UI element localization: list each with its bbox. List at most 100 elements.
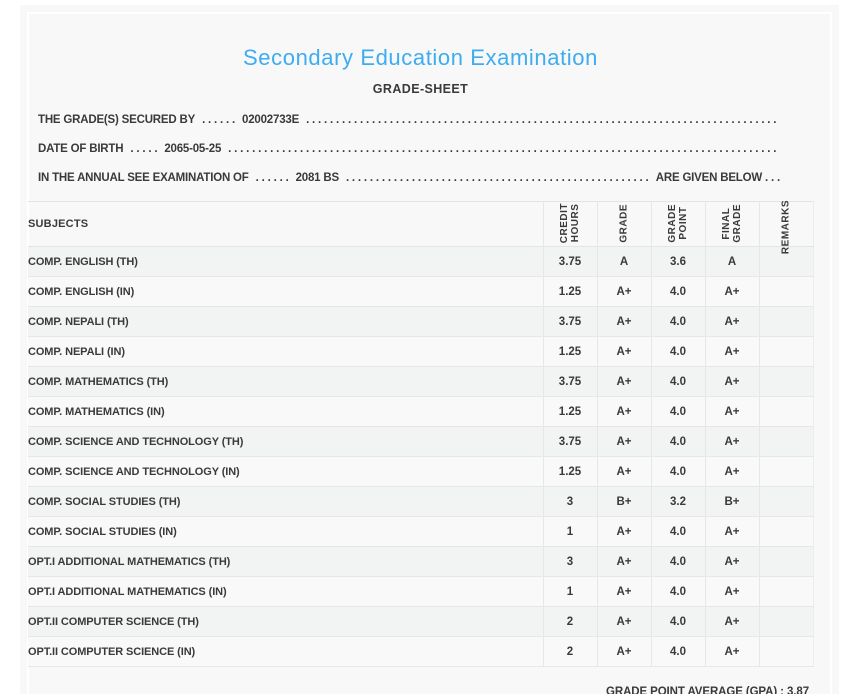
grade-cell: A+	[596, 516, 651, 547]
remarks-cell	[758, 516, 814, 547]
remarks-cell	[758, 546, 814, 577]
grade-point-cell: 4.0	[650, 576, 705, 607]
subject-cell: COMP. SCIENCE AND TECHNOLOGY (TH)	[28, 426, 543, 457]
credit-hours-cell: 3.75	[542, 426, 597, 457]
dots-filler: . . . . . . . . . . . . . . . . . . . . …	[228, 142, 777, 155]
remarks-cell	[758, 336, 814, 367]
table-row: COMP. NEPALI (TH) 3.75 A+ 4.0 A+	[28, 306, 814, 337]
subject-cell: OPT.II COMPUTER SCIENCE (TH)	[28, 606, 543, 637]
dots: . . . . . .	[202, 113, 236, 126]
subject-cell: COMP. ENGLISH (TH)	[28, 246, 543, 277]
final-grade-cell: A	[704, 246, 759, 277]
table-row: COMP. MATHEMATICS (IN) 1.25 A+ 4.0 A+	[28, 396, 814, 427]
remarks-cell	[758, 276, 814, 307]
card-content: Secondary Education Examination GRADE-SH…	[20, 45, 839, 694]
table-row: COMP. SOCIAL STUDIES (IN) 1 A+ 4.0 A+	[28, 516, 814, 547]
grade-point-cell: 3.6	[650, 246, 705, 277]
dots: . . . . .	[130, 142, 158, 155]
gpa-summary: GRADE POINT AVERAGE (GPA) : 3.87	[28, 667, 813, 694]
table-row: OPT.II COMPUTER SCIENCE (TH) 2 A+ 4.0 A+	[28, 606, 814, 637]
credit-hours-cell: 3.75	[542, 306, 597, 337]
grade-point-cell: 4.0	[650, 636, 705, 667]
gpa-text: GRADE POINT AVERAGE (GPA) : 3.87	[606, 686, 809, 694]
final-grade-cell: A+	[704, 606, 759, 637]
remarks-cell	[758, 306, 814, 337]
grade-cell: A+	[596, 456, 651, 487]
remarks-cell	[758, 576, 814, 607]
grade-cell: A	[596, 246, 651, 277]
grade-point-cell: 4.0	[650, 546, 705, 577]
remarks-cell	[758, 636, 814, 667]
table-row: COMP. SOCIAL STUDIES (TH) 3 B+ 3.2 B+	[28, 486, 814, 517]
info-label: IN THE ANNUAL SEE EXAMINATION OF	[38, 171, 249, 184]
final-grade-cell: A+	[704, 546, 759, 577]
credit-hours-cell: 3.75	[542, 246, 597, 277]
grade-point-cell: 3.2	[650, 486, 705, 517]
remarks-cell	[758, 426, 814, 457]
final-grade-cell: A+	[704, 396, 759, 427]
info-value-symbol-number: 02002733E	[242, 113, 300, 126]
grade-point-cell: 4.0	[650, 366, 705, 397]
grade-cell: A+	[596, 426, 651, 457]
subject-cell: COMP. NEPALI (TH)	[28, 306, 543, 337]
info-line-date-of-birth: DATE OF BIRTH . . . . . 2065-05-25 . . .…	[38, 134, 780, 163]
grade-sheet-card: Secondary Education Examination GRADE-SH…	[20, 5, 839, 694]
grade-cell: A+	[596, 636, 651, 667]
grade-point-cell: 4.0	[650, 276, 705, 307]
credit-hours-cell: 1	[542, 576, 597, 607]
credit-hours-cell: 1.25	[542, 276, 597, 307]
credit-hours-cell: 3	[542, 546, 597, 577]
final-grade-cell: A+	[704, 276, 759, 307]
table-row: COMP. ENGLISH (IN) 1.25 A+ 4.0 A+	[28, 276, 814, 307]
page-title: Secondary Education Examination	[243, 45, 598, 70]
grade-point-cell: 4.0	[650, 606, 705, 637]
info-line-grades-secured-by: THE GRADE(S) SECURED BY . . . . . . 0200…	[38, 105, 780, 134]
final-grade-cell: A+	[704, 576, 759, 607]
column-header-credit-hours: CREDIT HOURS	[542, 201, 597, 247]
subject-cell: OPT.I ADDITIONAL MATHEMATICS (TH)	[28, 546, 543, 577]
final-grade-cell: A+	[704, 336, 759, 367]
subject-cell: COMP. SOCIAL STUDIES (TH)	[28, 486, 543, 517]
dots: . . . . . .	[255, 171, 289, 184]
grade-cell: A+	[596, 306, 651, 337]
info-value-exam-year: 2081 BS	[295, 171, 340, 184]
credit-hours-cell: 3	[542, 486, 597, 517]
column-header-grade: GRADE	[596, 201, 651, 247]
grade-cell: A+	[596, 396, 651, 427]
info-line-examination-year: IN THE ANNUAL SEE EXAMINATION OF . . . .…	[38, 163, 780, 192]
subject-cell: COMP. SCIENCE AND TECHNOLOGY (IN)	[28, 456, 543, 487]
grade-point-cell: 4.0	[650, 456, 705, 487]
final-grade-cell: A+	[704, 516, 759, 547]
table-header: SUBJECTS CREDIT HOURS GRADE GRADE POINT …	[28, 200, 814, 254]
subject-cell: COMP. MATHEMATICS (IN)	[28, 396, 543, 427]
subject-cell: COMP. ENGLISH (IN)	[28, 276, 543, 307]
column-header-remarks: REMARKS	[758, 200, 814, 254]
credit-hours-cell: 3.75	[542, 366, 597, 397]
grades-table: SUBJECTS CREDIT HOURS GRADE GRADE POINT …	[28, 200, 814, 667]
grade-cell: A+	[596, 276, 651, 307]
remarks-cell	[758, 486, 814, 517]
table-row: OPT.I ADDITIONAL MATHEMATICS (TH) 3 A+ 4…	[28, 546, 814, 577]
credit-hours-cell: 2	[542, 606, 597, 637]
final-grade-cell: A+	[704, 636, 759, 667]
final-grade-cell: A+	[704, 456, 759, 487]
remarks-cell	[758, 606, 814, 637]
column-header-final-grade: FINAL GRADE	[704, 201, 759, 247]
remarks-cell	[758, 246, 814, 277]
table-row: COMP. SCIENCE AND TECHNOLOGY (TH) 3.75 A…	[28, 426, 814, 457]
credit-hours-cell: 1.25	[542, 396, 597, 427]
final-grade-cell: A+	[704, 426, 759, 457]
subtitle-grade-sheet: GRADE-SHEET	[372, 82, 469, 96]
table-row: COMP. MATHEMATICS (TH) 3.75 A+ 4.0 A+	[28, 366, 814, 397]
grade-point-cell: 4.0	[650, 306, 705, 337]
remarks-cell	[758, 396, 814, 427]
table-body: COMP. ENGLISH (TH) 3.75 A 3.6 A COMP. EN…	[28, 246, 814, 667]
grade-cell: A+	[596, 546, 651, 577]
subject-cell: OPT.II COMPUTER SCIENCE (IN)	[28, 636, 543, 667]
final-grade-cell: A+	[704, 306, 759, 337]
remarks-cell	[758, 456, 814, 487]
grade-cell: A+	[596, 576, 651, 607]
grade-cell: A+	[596, 366, 651, 397]
table-row: COMP. SCIENCE AND TECHNOLOGY (IN) 1.25 A…	[28, 456, 814, 487]
credit-hours-cell: 1	[542, 516, 597, 547]
